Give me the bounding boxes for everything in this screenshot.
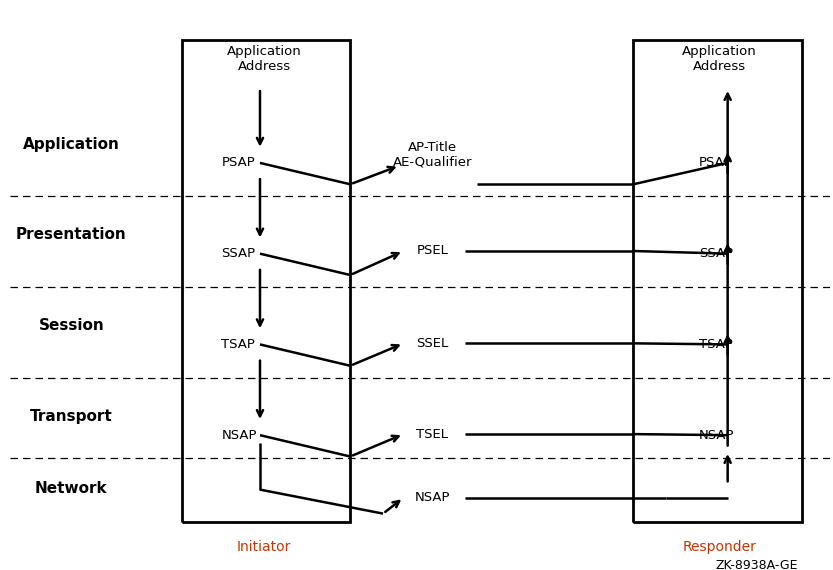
- Text: Application
Address: Application Address: [227, 45, 302, 73]
- Text: PSAP: PSAP: [222, 156, 255, 169]
- Text: Responder: Responder: [682, 540, 756, 554]
- Text: TSAP: TSAP: [699, 338, 733, 351]
- Text: SSAP: SSAP: [699, 247, 733, 260]
- Text: PSEL: PSEL: [416, 245, 448, 258]
- Text: ZK-8938A-GE: ZK-8938A-GE: [715, 559, 798, 570]
- Text: Initiator: Initiator: [237, 540, 292, 554]
- Text: Session: Session: [38, 318, 104, 333]
- Text: SSEL: SSEL: [416, 337, 448, 350]
- Text: Network: Network: [35, 481, 107, 496]
- Text: Application: Application: [22, 137, 120, 152]
- Text: NSAP: NSAP: [222, 429, 257, 442]
- Text: SSAP: SSAP: [222, 247, 256, 260]
- Text: Transport: Transport: [30, 409, 112, 424]
- Text: TSEL: TSEL: [416, 428, 448, 441]
- Text: PSAP: PSAP: [699, 156, 733, 169]
- Text: NSAP: NSAP: [415, 491, 450, 504]
- Text: TSAP: TSAP: [222, 338, 255, 351]
- Text: AP-Title
AE-Qualifier: AP-Title AE-Qualifier: [392, 141, 472, 169]
- Text: Presentation: Presentation: [16, 227, 127, 242]
- Text: Application
Address: Application Address: [682, 45, 757, 73]
- Text: NSAP: NSAP: [699, 429, 735, 442]
